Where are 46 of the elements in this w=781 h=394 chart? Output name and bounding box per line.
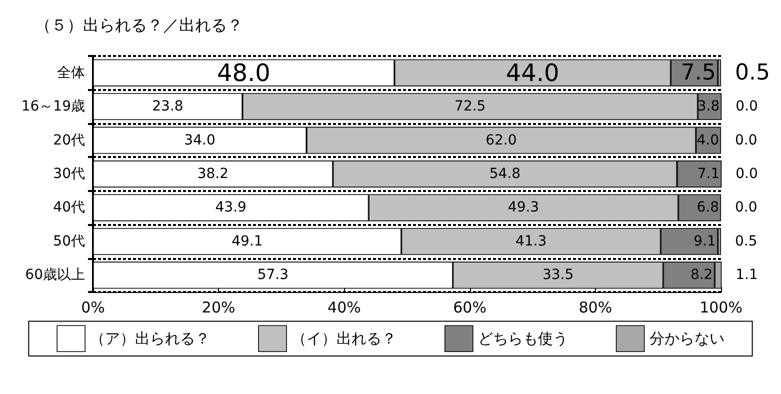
data-label: 48.0 — [217, 58, 270, 87]
data-label: 49.3 — [508, 200, 540, 216]
x-tick-label: 100% — [700, 298, 742, 316]
data-label: 0.5 — [735, 233, 758, 250]
data-label: 23.8 — [152, 98, 184, 115]
data-label: 7.5 — [680, 60, 716, 86]
y-tick-label: 16～19歳 — [21, 98, 85, 115]
x-tick-label: 0% — [81, 298, 105, 316]
x-tick-label: 60% — [453, 298, 486, 316]
legend-label: （イ）出れる？ — [292, 330, 396, 348]
data-label: 4.0 — [696, 132, 719, 148]
legend-label: （ア）出られる？ — [90, 330, 210, 348]
data-label: 54.8 — [489, 166, 521, 182]
data-label: 62.0 — [486, 132, 517, 148]
y-tick-label: 20代 — [53, 132, 85, 148]
data-label: 33.5 — [542, 267, 574, 284]
data-label: 0.0 — [736, 98, 758, 115]
data-label: 1.1 — [736, 267, 758, 284]
data-label: 41.3 — [515, 233, 547, 250]
y-tick-label: 50代 — [53, 233, 85, 250]
data-label: 43.9 — [215, 200, 246, 216]
data-label: 7.1 — [697, 166, 720, 182]
y-tick-label: 30代 — [53, 166, 85, 182]
data-label: 8.2 — [690, 267, 713, 284]
data-label: 44.0 — [506, 58, 560, 87]
data-label: 3.8 — [697, 98, 720, 115]
y-tick-label: 60歳以上 — [25, 267, 85, 284]
data-label: 57.3 — [257, 267, 289, 284]
y-tick-label: 40代 — [53, 200, 85, 216]
data-label: 38.2 — [197, 166, 229, 182]
legend-label: 分からない — [649, 330, 724, 348]
data-label: 34.0 — [184, 132, 216, 148]
data-label: 0.0 — [736, 166, 758, 182]
x-tick-label: 80% — [578, 298, 612, 316]
data-label: 9.1 — [694, 233, 716, 250]
chart-title: （５）出られる？／出れる？ — [35, 16, 243, 34]
data-label: 72.5 — [454, 98, 486, 115]
data-label: 6.8 — [696, 200, 719, 216]
legend-label: どちらも使う — [478, 330, 568, 348]
data-label: 49.1 — [232, 233, 263, 250]
data-label: 0.0 — [735, 132, 758, 148]
x-tick-label: 40% — [328, 298, 361, 316]
data-label: 0.5 — [735, 60, 770, 86]
y-tick-label: 全体 — [57, 64, 85, 81]
x-tick-label: 20% — [202, 298, 236, 316]
data-label: 0.0 — [735, 200, 758, 216]
